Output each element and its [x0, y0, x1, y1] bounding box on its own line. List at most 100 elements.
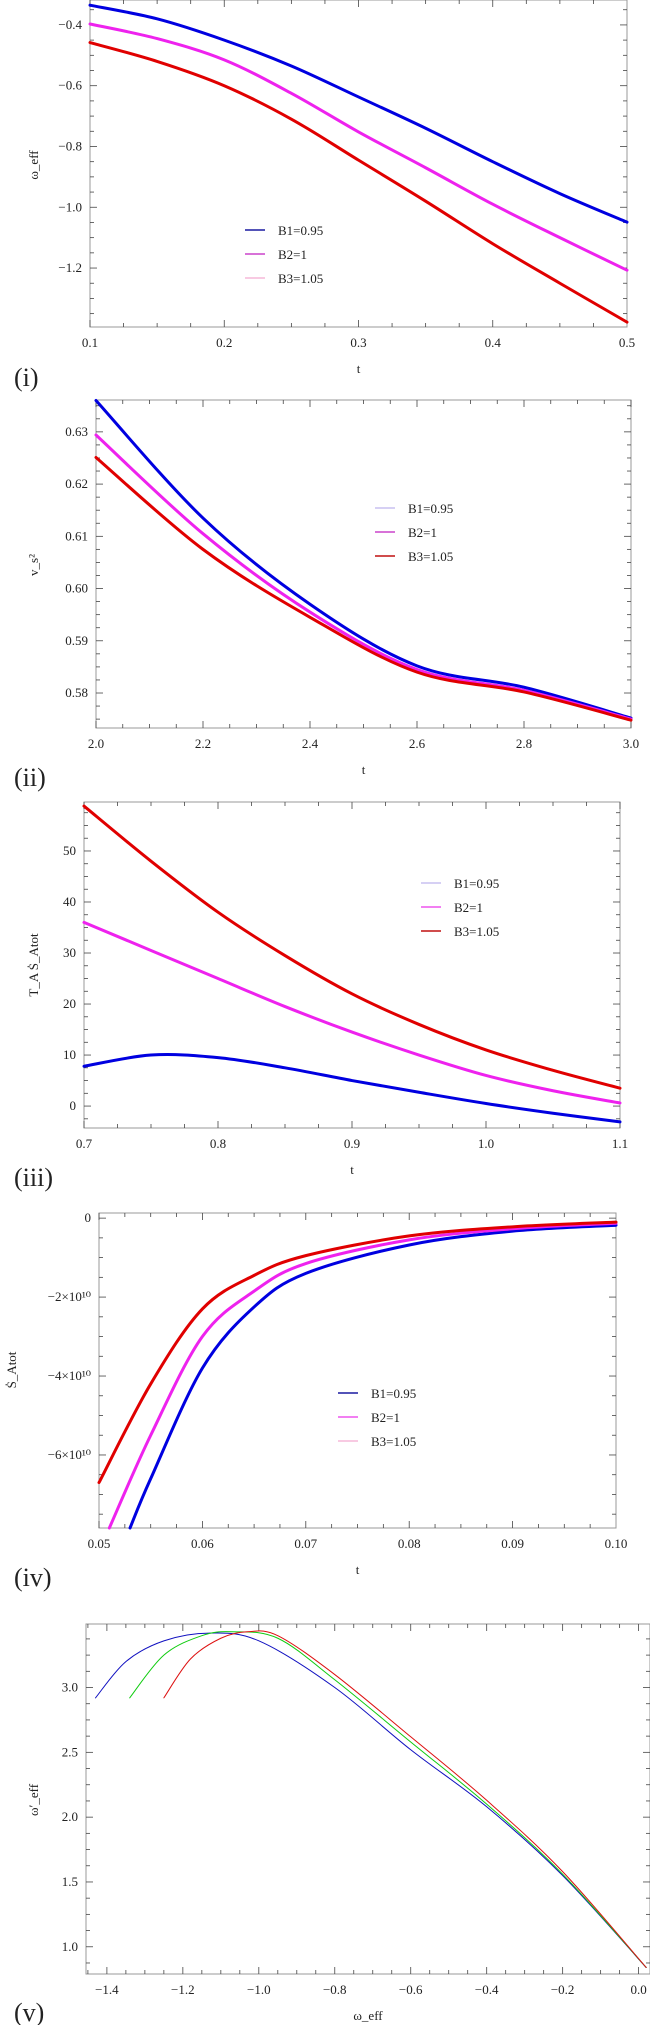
y-tick-label: 50	[63, 843, 76, 858]
series-line-b2-1	[88, 22, 629, 272]
legend-label: B1=0.95	[278, 223, 323, 238]
x-tick-label: 3.0	[623, 736, 639, 751]
legend: B1=0.95 B2=1 B3=1.05	[245, 223, 323, 286]
x-tick-label: 0.9	[344, 1136, 360, 1151]
series-line-b2-1	[107, 1221, 618, 1530]
y-tick-label: 10	[63, 1047, 76, 1062]
legend-label: B2=1	[371, 1410, 400, 1425]
y-tick-label: 20	[63, 996, 76, 1011]
legend: B1=0.95 B2=1 B3=1.05	[421, 876, 499, 939]
x-tick-label: −1.2	[171, 1982, 195, 1997]
y-tick-label: 40	[63, 894, 76, 909]
series-line-b2-1	[94, 433, 633, 721]
x-tick-label: 2.8	[516, 736, 532, 751]
series-line-b3-1-05	[82, 804, 622, 1090]
y-tick-label: −2×10¹⁰	[48, 1289, 91, 1304]
series-line-b3-1-05	[88, 41, 629, 324]
plot-frame	[85, 1623, 650, 1975]
series-line-b3-1-05	[94, 455, 633, 722]
legend-label: B2=1	[408, 525, 437, 540]
panel-label: (v)	[14, 1998, 44, 2025]
panel-label: (ii)	[14, 763, 46, 792]
legend-label: B3=1.05	[454, 924, 499, 939]
y-tick-label: 1.5	[62, 1874, 78, 1889]
x-tick-label: 0.06	[191, 1536, 214, 1551]
y-tick-label: 3.0	[62, 1680, 78, 1695]
x-tick-label: 0.5	[619, 335, 635, 350]
y-axis-label: v_s²	[26, 554, 41, 576]
chart-panel-iv: 0.05 0.06 0.07 0.08 0.09 0.10 0 −2×10¹⁰ −4×10¹⁰ −…	[4, 1210, 627, 1592]
x-tick-label: 0.7	[76, 1136, 93, 1151]
series-line-b1-0-95	[82, 1053, 622, 1124]
x-tick-label: 2.2	[195, 736, 211, 751]
chart-panel-iii: 0.7 0.8 0.9 1.0 1.1 50 40 30 20 10 0 t T_A Ṡ_Atot (ii…	[14, 801, 628, 1192]
legend: B1=0.95 B2=1 B3=1.05	[375, 501, 453, 564]
x-tick-label: 1.0	[478, 1136, 494, 1151]
y-axis-label: ω′_eff	[26, 1783, 41, 1816]
y-tick-label: 2.5	[62, 1744, 78, 1759]
series-line-red	[163, 1630, 647, 1969]
legend-label: B1=0.95	[371, 1386, 416, 1401]
series-line-b2-1	[82, 920, 622, 1105]
x-axis-label: t	[357, 361, 361, 376]
x-axis-label: t	[356, 1562, 360, 1577]
x-tick-label: −1.0	[247, 1982, 271, 1997]
x-tick-label: 0.2	[216, 335, 232, 350]
chart-panel-v: −1.4 −1.2 −1.0 −0.8 −0.6 −0.4 −0.2 0.0 1.0 1.5 2.0…	[14, 1623, 650, 2025]
y-tick-label: −0.6	[58, 78, 82, 93]
panel-label: (iii)	[14, 1163, 53, 1192]
x-tick-label: 0.8	[210, 1136, 226, 1151]
x-tick-label: 0.4	[485, 335, 502, 350]
y-tick-label: 0.62	[65, 476, 88, 491]
legend-label: B2=1	[454, 900, 483, 915]
x-tick-label: 0.05	[88, 1536, 111, 1551]
x-axis-label: ω_eff	[353, 2008, 383, 2023]
y-axis-label: T_A Ṡ_Atot	[26, 933, 41, 997]
y-tick-label: −4×10¹⁰	[48, 1368, 91, 1383]
y-tick-label: 0	[70, 1098, 77, 1113]
series-line-green	[129, 1631, 647, 1969]
y-tick-label: −0.8	[58, 138, 82, 153]
plot-frame	[89, 0, 628, 328]
chart-panel-ii: 2.0 2.2 2.4 2.6 2.8 3.0 0.63 0.62 0.61 0.60 0.59 0.…	[14, 399, 639, 792]
legend-label: B1=0.95	[408, 501, 453, 516]
y-tick-label: 0.59	[65, 633, 88, 648]
legend-label: B2=1	[278, 247, 307, 262]
y-tick-label: −6×10¹⁰	[48, 1447, 91, 1462]
series-line-blue	[94, 1632, 647, 1969]
x-tick-label: −0.8	[323, 1982, 347, 1997]
plot-frame	[95, 399, 632, 729]
x-tick-label: −0.4	[475, 1982, 499, 1997]
x-tick-label: 0.07	[294, 1536, 317, 1551]
x-axis-label: t	[350, 1162, 354, 1177]
x-tick-label: 2.0	[88, 736, 104, 751]
legend-label: B3=1.05	[278, 271, 323, 286]
legend-label: B1=0.95	[454, 876, 499, 891]
x-tick-label: 0.08	[398, 1536, 421, 1551]
y-tick-label: 0.63	[65, 424, 88, 439]
y-tick-label: 30	[63, 945, 76, 960]
y-tick-label: −1.0	[58, 199, 82, 214]
x-tick-label: 2.4	[302, 736, 319, 751]
x-tick-label: 0.10	[605, 1536, 628, 1551]
x-tick-label: 0.1	[82, 335, 98, 350]
series-line-b1-0-95	[128, 1223, 618, 1530]
x-tick-label: −0.6	[399, 1982, 423, 1997]
series-line-b3-1-05	[97, 1220, 618, 1485]
panel-label: (i)	[14, 363, 39, 392]
legend-label: B3=1.05	[408, 549, 453, 564]
chart-panel-i: 0.1 0.2 0.3 0.4 0.5 −0.4 −0.6 −0.8 −1.0 −1.2 t ω_ef…	[14, 0, 635, 392]
x-tick-label: 1.1	[612, 1136, 628, 1151]
y-tick-label: 1.0	[62, 1939, 78, 1954]
x-tick-label: −0.2	[551, 1982, 575, 1997]
y-tick-label: 0	[85, 1210, 92, 1225]
panel-label: (iv)	[14, 1563, 52, 1592]
y-tick-label: 2.0	[62, 1809, 78, 1824]
y-axis-label: Ṡ_Atot	[4, 1351, 19, 1388]
x-axis-label: t	[362, 762, 366, 777]
x-tick-label: −1.4	[95, 1982, 119, 1997]
y-tick-label: −0.4	[58, 17, 82, 32]
legend: B1=0.95 B2=1 B3=1.05	[338, 1386, 416, 1449]
y-axis-label: ω_eff	[26, 150, 41, 180]
